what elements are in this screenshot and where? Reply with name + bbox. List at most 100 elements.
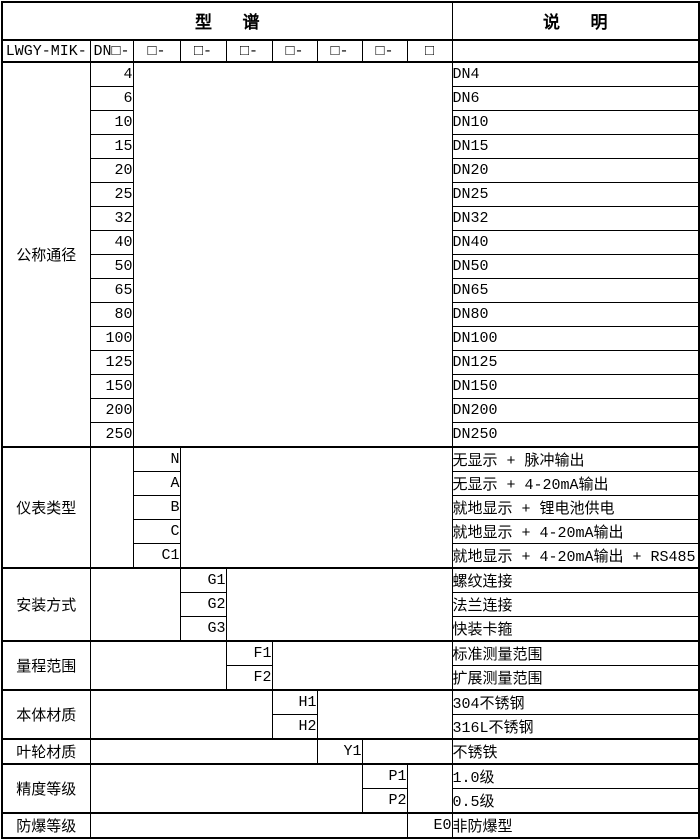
code-cell: 10 <box>89 110 134 135</box>
model-code-row: LWGY-MIK- DN□- □- □- □- □- □- □- □ <box>1 39 700 63</box>
table-row: 200 DN200 <box>2 398 700 423</box>
spacer-cell <box>271 640 453 691</box>
code-cell: N <box>132 446 181 472</box>
description-cell: 快装卡箍 <box>451 616 700 642</box>
section-label-accuracy: 精度等级 <box>1 763 91 814</box>
code-cell: 25 <box>89 182 134 207</box>
table-row: 250 DN250 <box>2 422 700 448</box>
description-cell: DN32 <box>451 206 700 231</box>
code-cell: 15 <box>89 134 134 159</box>
code-cell: C1 <box>132 543 181 569</box>
description-cell: 非防爆型 <box>451 812 700 839</box>
description-cell: 无显示 + 4-20mA输出 <box>451 471 700 496</box>
section-label-impeller-material: 叶轮材质 <box>1 738 91 765</box>
spacer-cell <box>89 567 181 642</box>
table-row: 公称通径 4 DN4 <box>1 61 700 448</box>
code-cell: H1 <box>271 689 318 715</box>
table-row: H2 316L不锈钢 <box>2 714 700 740</box>
code-cell: C <box>132 519 181 544</box>
description-cell: DN10 <box>451 110 700 135</box>
code-cell: B <box>132 495 181 520</box>
table-row: C 就地显示 + 4-20mA输出 <box>2 519 700 544</box>
section-label-explosion-proof: 防爆等级 <box>1 812 91 839</box>
code-cell: 65 <box>89 278 134 303</box>
spacer-cell <box>225 567 453 642</box>
description-cell: 1.0级 <box>451 763 700 789</box>
model-placeholder-cell-7: □ <box>406 39 453 63</box>
description-cell: DN80 <box>451 302 700 327</box>
description-cell: 就地显示 + 锂电池供电 <box>451 495 700 520</box>
model-placeholder-cell-4: □- <box>271 39 318 63</box>
table-row: 125 DN125 <box>2 350 700 375</box>
description-cell: 无显示 + 脉冲输出 <box>451 446 700 472</box>
model-row-description-cell <box>451 39 700 63</box>
header-spectrum-cell: 型 谱 <box>1 1 453 41</box>
description-cell: DN40 <box>451 230 700 255</box>
table-row: 40 DN40 <box>2 230 700 255</box>
description-cell: DN200 <box>451 398 700 423</box>
header-description-cell: 说 明 <box>451 1 700 41</box>
description-cell: 螺纹连接 <box>451 567 700 593</box>
table-row: 安装方式 G1 螺纹连接 <box>1 567 700 642</box>
spacer-cell <box>89 689 273 740</box>
table-row: 精度等级 P1 1.0级 <box>1 763 700 814</box>
code-cell: 150 <box>89 374 134 399</box>
table-row: F2 扩展测量范围 <box>2 665 700 691</box>
model-placeholder-cell-1: □- <box>132 39 181 63</box>
table-row: 仪表类型 N 无显示 + 脉冲输出 <box>1 446 700 569</box>
spacer-cell <box>89 446 134 569</box>
spacer-cell <box>89 812 408 839</box>
description-cell: 0.5级 <box>451 788 700 814</box>
description-cell: DN20 <box>451 158 700 183</box>
spacer-cell <box>179 446 453 569</box>
table-row: 32 DN32 <box>2 206 700 231</box>
code-cell: Y1 <box>316 738 363 765</box>
table-row: G2 法兰连接 <box>2 592 700 617</box>
table-row: 65 DN65 <box>2 278 700 303</box>
table-row: 20 DN20 <box>2 158 700 183</box>
code-cell: 100 <box>89 326 134 351</box>
code-cell: F2 <box>225 665 273 691</box>
description-cell: DN6 <box>451 86 700 111</box>
code-cell: F1 <box>225 640 273 666</box>
description-cell: DN65 <box>451 278 700 303</box>
description-cell: DN250 <box>451 422 700 448</box>
spacer-cell <box>89 640 227 691</box>
model-placeholder-cell-5: □- <box>316 39 363 63</box>
code-cell: 80 <box>89 302 134 327</box>
model-dn-placeholder-cell: DN□- <box>89 39 134 63</box>
code-cell: A <box>132 471 181 496</box>
description-cell: DN100 <box>451 326 700 351</box>
description-cell: DN125 <box>451 350 700 375</box>
spacer-cell <box>316 689 453 740</box>
code-cell: P2 <box>361 788 408 814</box>
code-cell: 6 <box>89 86 134 111</box>
model-placeholder-cell-2: □- <box>179 39 227 63</box>
code-cell: 125 <box>89 350 134 375</box>
description-cell: 304不锈钢 <box>451 689 700 715</box>
table-row: 叶轮材质 Y1 不锈铁 <box>1 738 700 765</box>
model-placeholder-cell-3: □- <box>225 39 273 63</box>
description-cell: 就地显示 + 4-20mA输出 <box>451 519 700 544</box>
description-cell: 316L不锈钢 <box>451 714 700 740</box>
table-row: A 无显示 + 4-20mA输出 <box>2 471 700 496</box>
code-cell: 50 <box>89 254 134 279</box>
table-row: G3 快装卡箍 <box>2 616 700 642</box>
description-cell: DN4 <box>451 61 700 87</box>
code-cell: G3 <box>179 616 227 642</box>
table-row: 量程范围 F1 标准测量范围 <box>1 640 700 691</box>
model-prefix-cell: LWGY-MIK- <box>1 39 91 63</box>
model-placeholder-cell-6: □- <box>361 39 408 63</box>
code-cell: 4 <box>89 61 134 87</box>
description-cell: 法兰连接 <box>451 592 700 617</box>
code-cell: 32 <box>89 206 134 231</box>
code-cell: G2 <box>179 592 227 617</box>
spacer-cell <box>89 738 318 765</box>
description-cell: DN25 <box>451 182 700 207</box>
spacer-cell <box>361 738 453 765</box>
description-cell: 标准测量范围 <box>451 640 700 666</box>
spacer-cell <box>406 763 453 814</box>
section-label-range: 量程范围 <box>1 640 91 691</box>
